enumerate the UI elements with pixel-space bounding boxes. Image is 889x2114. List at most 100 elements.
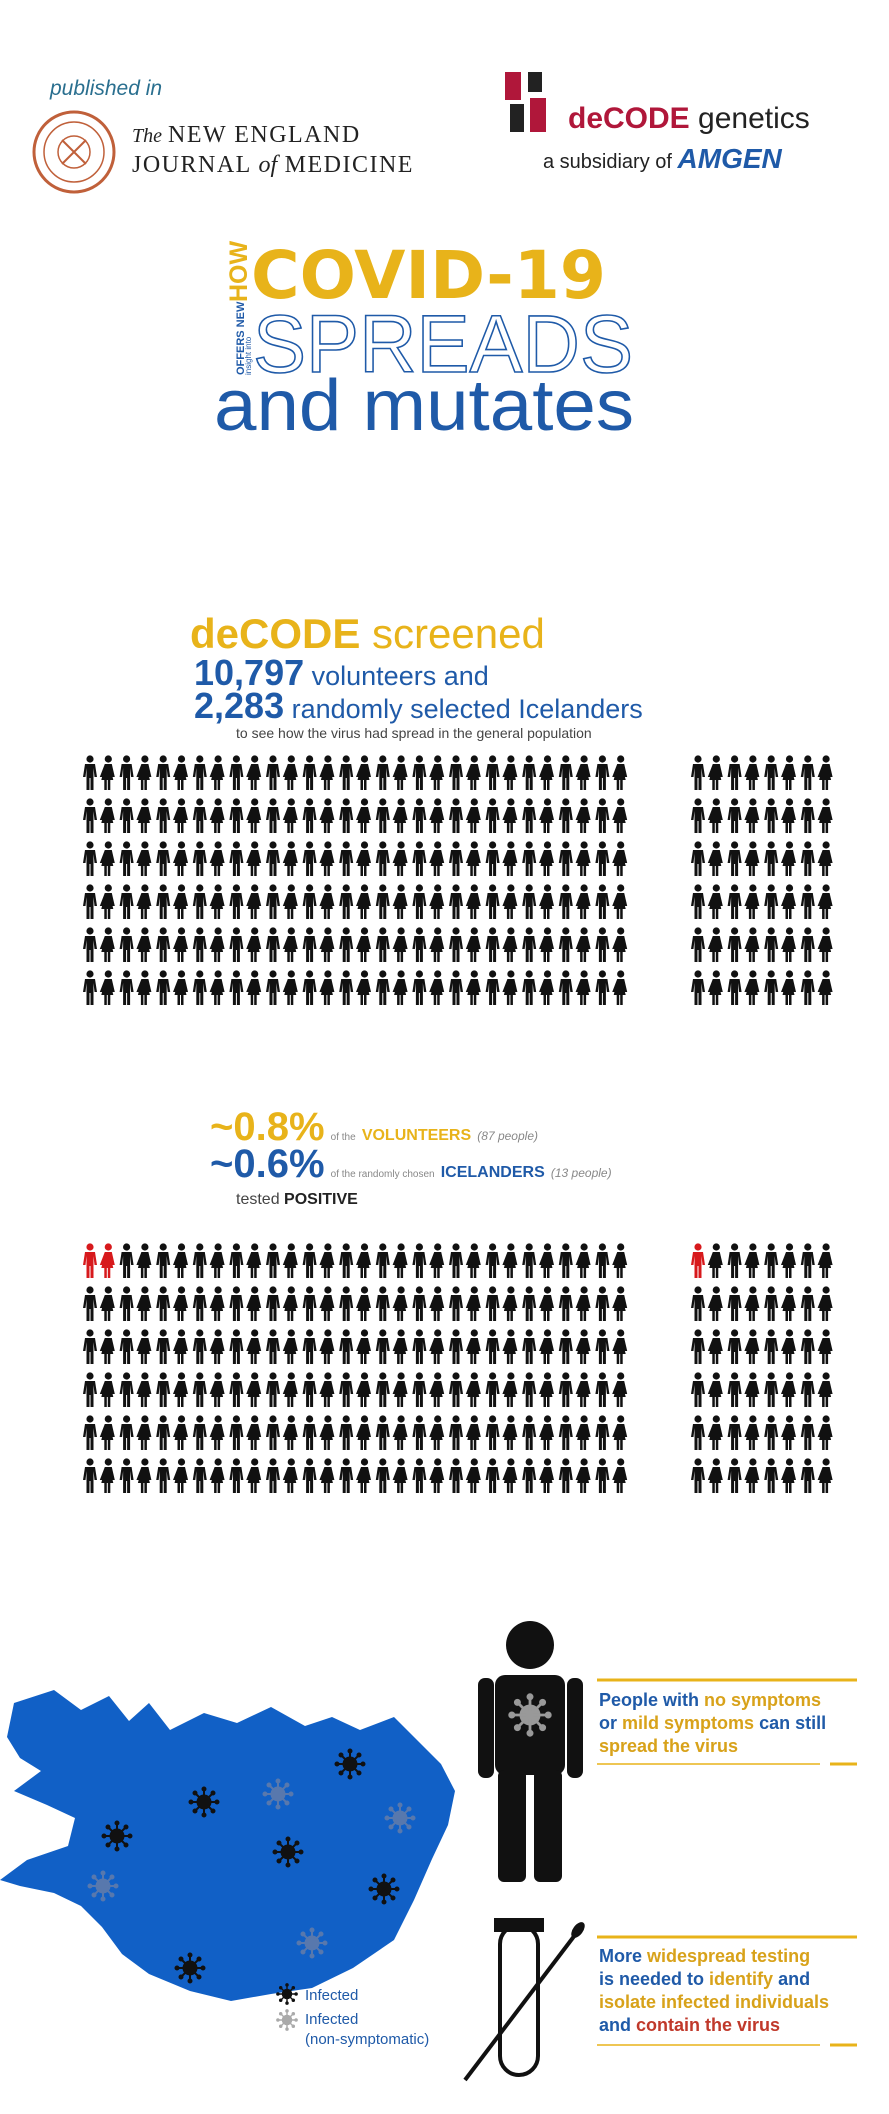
person-icon: [429, 1243, 445, 1278]
person-icon: [522, 1329, 537, 1364]
published-in: published in: [49, 77, 162, 100]
person-icon: [817, 1458, 833, 1493]
result-tested: tested POSITIVE: [236, 1191, 358, 1208]
person-icon: [465, 1286, 481, 1321]
person-icon: [502, 1329, 518, 1364]
person-icon: [229, 1286, 244, 1321]
person-icon: [119, 1243, 134, 1278]
person-icon: [136, 1243, 152, 1278]
callout-lines: [597, 1678, 857, 2047]
person-icon: [465, 1458, 481, 1493]
person-icon: [612, 1415, 628, 1450]
person-icon: [192, 1372, 207, 1407]
person-icon: [229, 1243, 244, 1278]
person-icon: [339, 1243, 354, 1278]
person-icon: [319, 798, 335, 833]
person-icon: [485, 1329, 500, 1364]
person-icon: [744, 1243, 760, 1278]
person-icon: [575, 798, 591, 833]
person-icon: [356, 1243, 371, 1278]
person-icon: [173, 1329, 188, 1364]
person-icon: [392, 927, 408, 962]
person-icon: [429, 927, 445, 962]
person-icon: [319, 1458, 335, 1493]
person-icon: [156, 1458, 171, 1493]
person-icon: [800, 755, 815, 790]
person-icon: [691, 1415, 705, 1450]
person-icon: [595, 970, 610, 1005]
person-icon: [781, 970, 796, 1005]
person-icon: [781, 841, 796, 876]
person-icon: [429, 1415, 445, 1450]
person-icon: [229, 1329, 244, 1364]
person-icon: [449, 798, 463, 833]
person-icon: [539, 1458, 554, 1493]
person-icon: [800, 1286, 815, 1321]
person-icon: [727, 1329, 742, 1364]
person-icon: [485, 970, 500, 1005]
person-icon: [449, 1415, 463, 1450]
person-icon: [707, 1286, 723, 1321]
person-icon: [781, 884, 796, 919]
person-icon: [99, 1286, 115, 1321]
person-icon: [282, 1372, 298, 1407]
person-icon: [558, 1329, 573, 1364]
person-icon: [173, 841, 188, 876]
person-icon: [522, 1286, 537, 1321]
person-icon: [99, 927, 115, 962]
nejm-seal: [32, 110, 116, 194]
person-icon: [266, 755, 280, 790]
person-icon: [707, 1458, 723, 1493]
person-icon: [266, 1243, 280, 1278]
person-icon: [485, 1286, 500, 1321]
person-icon: [539, 884, 554, 919]
person-icon: [707, 841, 723, 876]
person-icon: [558, 1286, 573, 1321]
person-icon: [375, 1243, 390, 1278]
person-icon: [691, 1329, 705, 1364]
person-icon: [800, 798, 815, 833]
person-icon: [246, 1415, 262, 1450]
callout-line: More widespread testing: [599, 1946, 810, 1966]
person-icon: [99, 884, 115, 919]
person-icon: [282, 1243, 298, 1278]
person-icon: [412, 1329, 427, 1364]
person-icon: [392, 970, 408, 1005]
person-icon: [707, 927, 723, 962]
person-icon: [192, 884, 207, 919]
person-icon: [539, 1415, 554, 1450]
person-icon: [83, 1372, 97, 1407]
person-icon: [229, 970, 244, 1005]
person-icon: [429, 1329, 445, 1364]
test-tube: [463, 1918, 585, 2082]
person-icon: [727, 841, 742, 876]
person-icon: [246, 841, 262, 876]
person-icon: [575, 970, 591, 1005]
person-icon: [817, 755, 833, 790]
person-icon: [119, 1415, 134, 1450]
person-icon: [575, 1286, 591, 1321]
person-icon: [246, 1372, 262, 1407]
person-icon: [429, 841, 445, 876]
callout-line: People with no symptoms: [599, 1690, 821, 1710]
person-icon: [136, 755, 152, 790]
person-icon: [465, 841, 481, 876]
person-icon: [229, 1415, 244, 1450]
person-icon: [558, 798, 573, 833]
person-icon: [412, 755, 427, 790]
title-insight: insight into: [244, 336, 253, 375]
person-icon: [319, 841, 335, 876]
person-icon: [707, 970, 723, 1005]
person-icon: [539, 1329, 554, 1364]
person-icon: [339, 1458, 354, 1493]
person-icon: [356, 841, 371, 876]
person-icon: [209, 1243, 225, 1278]
person-icon: [727, 798, 742, 833]
person-icon: [595, 1372, 610, 1407]
person-icon: [266, 1372, 280, 1407]
person-icon: [83, 1415, 97, 1450]
person-icon: [229, 798, 244, 833]
person-icon: [173, 798, 188, 833]
person-icon: [119, 1372, 134, 1407]
person-icon: [412, 1243, 427, 1278]
